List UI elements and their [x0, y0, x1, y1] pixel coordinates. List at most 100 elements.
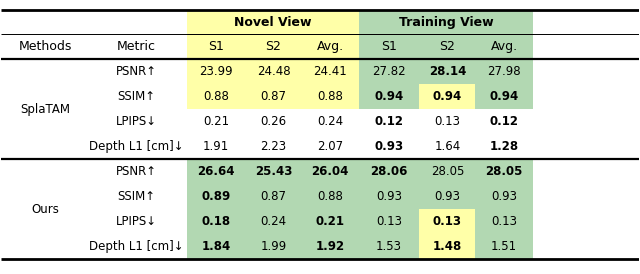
Text: 0.87: 0.87 [260, 190, 287, 203]
Bar [359, 159, 419, 184]
Text: 0.21: 0.21 [203, 115, 229, 128]
Text: 1.91: 1.91 [203, 140, 229, 153]
Bar [187, 84, 246, 109]
Text: 0.24: 0.24 [260, 215, 287, 228]
Text: 0.94: 0.94 [490, 90, 519, 103]
Bar [187, 59, 246, 84]
Bar [476, 159, 533, 184]
Bar [187, 184, 246, 209]
Text: 0.93: 0.93 [374, 140, 404, 153]
Text: 23.99: 23.99 [199, 65, 233, 78]
Bar [246, 159, 301, 184]
Text: 2.23: 2.23 [260, 140, 287, 153]
Text: 0.12: 0.12 [490, 115, 518, 128]
Bar [419, 234, 476, 259]
Text: Metric: Metric [117, 41, 156, 53]
Bar [359, 209, 419, 234]
Text: SSIM↑: SSIM↑ [117, 190, 156, 203]
Bar [246, 59, 301, 84]
Bar [419, 35, 476, 59]
Text: 0.94: 0.94 [374, 90, 404, 103]
Text: 0.93: 0.93 [491, 190, 517, 203]
Text: 25.43: 25.43 [255, 165, 292, 178]
Bar [301, 59, 359, 84]
Bar [246, 184, 301, 209]
Text: PSNR↑: PSNR↑ [116, 65, 157, 78]
Text: 0.12: 0.12 [374, 115, 404, 128]
Text: 28.14: 28.14 [429, 65, 466, 78]
Text: Methods: Methods [19, 41, 72, 53]
Text: 0.94: 0.94 [433, 90, 462, 103]
Bar [246, 84, 301, 109]
Text: 0.88: 0.88 [317, 90, 343, 103]
Bar [476, 10, 533, 35]
Text: 1.84: 1.84 [202, 240, 231, 253]
Text: 0.13: 0.13 [491, 215, 517, 228]
Text: Avg.: Avg. [491, 41, 518, 53]
Bar [419, 159, 476, 184]
Text: 28.05: 28.05 [486, 165, 523, 178]
Bar [476, 234, 533, 259]
Bar [419, 10, 476, 35]
Text: 0.18: 0.18 [202, 215, 230, 228]
Text: 0.13: 0.13 [433, 215, 462, 228]
Text: Ours: Ours [31, 203, 60, 216]
Text: LPIPS↓: LPIPS↓ [116, 215, 157, 228]
Text: 1.92: 1.92 [316, 240, 345, 253]
Text: 27.82: 27.82 [372, 65, 406, 78]
Text: 26.04: 26.04 [312, 165, 349, 178]
Text: PSNR↑: PSNR↑ [116, 165, 157, 178]
Text: LPIPS↓: LPIPS↓ [116, 115, 157, 128]
Text: S2: S2 [440, 41, 456, 53]
Text: Training View: Training View [399, 16, 493, 28]
Text: 0.88: 0.88 [317, 190, 343, 203]
Text: SSIM↑: SSIM↑ [117, 90, 156, 103]
Bar [246, 209, 301, 234]
Bar [359, 59, 419, 84]
Bar [187, 209, 246, 234]
Bar [359, 10, 419, 35]
Text: 28.06: 28.06 [371, 165, 408, 178]
Text: 1.28: 1.28 [490, 140, 518, 153]
Text: Avg.: Avg. [317, 41, 344, 53]
Bar [359, 234, 419, 259]
Bar [301, 84, 359, 109]
Bar [187, 159, 246, 184]
Bar [246, 35, 301, 59]
Bar [476, 184, 533, 209]
Text: S2: S2 [266, 41, 282, 53]
Text: 1.48: 1.48 [433, 240, 462, 253]
Bar [301, 35, 359, 59]
Text: 0.13: 0.13 [435, 115, 460, 128]
Bar [476, 209, 533, 234]
Text: 1.53: 1.53 [376, 240, 402, 253]
Text: 1.64: 1.64 [435, 140, 461, 153]
Text: SplaTAM: SplaTAM [20, 103, 70, 116]
Text: 27.98: 27.98 [487, 65, 521, 78]
Text: S1: S1 [208, 41, 224, 53]
Text: 0.21: 0.21 [316, 215, 345, 228]
Text: Depth L1 [cm]↓: Depth L1 [cm]↓ [89, 240, 184, 253]
Text: 1.51: 1.51 [491, 240, 517, 253]
Bar [476, 59, 533, 84]
Text: Novel View: Novel View [234, 16, 312, 28]
Text: 0.87: 0.87 [260, 90, 287, 103]
Text: 0.88: 0.88 [203, 90, 229, 103]
Bar [301, 209, 359, 234]
Text: 2.07: 2.07 [317, 140, 343, 153]
Bar [246, 10, 301, 35]
Bar [301, 10, 359, 35]
Bar [419, 184, 476, 209]
Text: 24.48: 24.48 [257, 65, 291, 78]
Text: 28.05: 28.05 [431, 165, 464, 178]
Bar [187, 10, 246, 35]
Bar [301, 159, 359, 184]
Text: 0.93: 0.93 [435, 190, 460, 203]
Bar [359, 35, 419, 59]
Text: 0.93: 0.93 [376, 190, 402, 203]
Bar [476, 35, 533, 59]
Bar [246, 234, 301, 259]
Text: 0.26: 0.26 [260, 115, 287, 128]
Bar [359, 84, 419, 109]
Text: 1.99: 1.99 [260, 240, 287, 253]
